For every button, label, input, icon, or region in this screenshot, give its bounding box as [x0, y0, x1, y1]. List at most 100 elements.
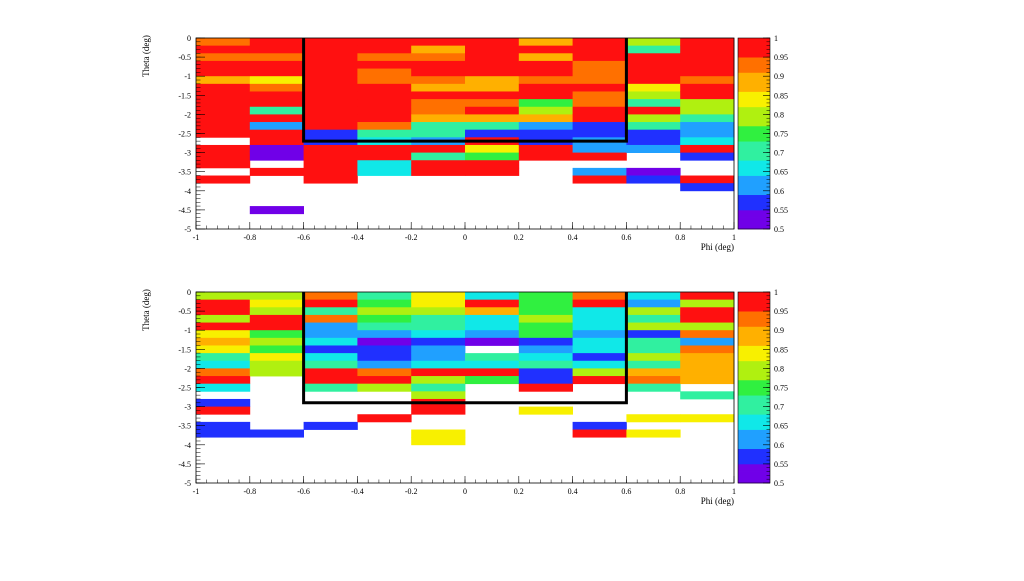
heatmap-cell	[357, 45, 412, 54]
color-scale-tick-label: 0.95	[774, 53, 788, 62]
heatmap-cell	[411, 76, 466, 85]
heatmap-cell	[249, 91, 304, 100]
heatmap-cell	[357, 106, 412, 115]
heatmap-cell	[572, 314, 627, 323]
heatmap-cell	[303, 360, 358, 369]
y-tick-label: -2	[184, 364, 191, 373]
heatmap-cell	[626, 99, 681, 108]
color-scale-step	[738, 190, 770, 196]
heatmap-cell	[303, 45, 358, 54]
heatmap-cell	[680, 376, 735, 385]
heatmap-cell	[357, 322, 412, 331]
y-axis-label: Theta (deg)	[141, 289, 151, 331]
heatmap-cell	[196, 292, 251, 301]
heatmap-cell	[249, 114, 304, 123]
color-scale-step	[738, 311, 770, 316]
heatmap-cell	[626, 60, 681, 69]
heatmap-cell	[357, 114, 412, 123]
heatmap-cell	[680, 60, 735, 69]
heatmap-cell	[465, 60, 520, 69]
heatmap-cell	[626, 322, 681, 331]
heatmap-cell	[626, 376, 681, 385]
heatmap-cell	[626, 129, 681, 138]
y-tick-label: -4	[184, 441, 191, 450]
y-tick-label: -0.5	[178, 307, 191, 316]
heatmap-cell	[357, 337, 412, 346]
heatmap-cell	[196, 314, 251, 323]
heatmap-cell	[303, 152, 358, 161]
heatmap-cell	[249, 83, 304, 92]
heatmap-cell	[249, 330, 304, 339]
heatmap-cell	[196, 45, 251, 54]
heatmap-cell	[196, 421, 251, 430]
color-scale-step	[738, 209, 770, 215]
heatmap-cell	[465, 337, 520, 346]
color-scale-step	[738, 391, 770, 396]
heatmap-cell	[303, 99, 358, 108]
heatmap-cell	[249, 152, 304, 161]
color-scale-step	[738, 144, 770, 150]
color-scale-step	[738, 114, 770, 119]
heatmap-cell	[572, 337, 627, 346]
color-scale-tick-label: 0.65	[774, 422, 788, 431]
color-scale-tick-label: 0.75	[774, 384, 788, 393]
heatmap-cell	[303, 383, 358, 392]
heatmap-cell	[680, 175, 735, 184]
heatmap-cell	[680, 314, 735, 323]
heatmap-cell	[411, 314, 466, 323]
heatmap-cell	[572, 429, 627, 438]
heatmap-cell	[303, 314, 358, 323]
heatmap-cell	[680, 368, 735, 377]
heatmap-cell	[626, 337, 681, 346]
selection-region-outline	[302, 292, 628, 405]
color-scale-step	[738, 326, 770, 331]
color-scale-step	[738, 418, 770, 423]
color-scale-step	[738, 364, 770, 369]
heatmap-cell	[465, 144, 520, 153]
heatmap-cell	[249, 345, 304, 354]
color-scale-step	[738, 345, 770, 350]
color-scale-step	[738, 414, 770, 419]
heatmap-cell	[303, 129, 358, 138]
color-scale-step	[738, 186, 770, 192]
heatmap-cell	[680, 137, 735, 146]
color-scale-step	[738, 307, 770, 312]
color-scale-tick-label: 0.5	[774, 479, 784, 488]
heatmap-cell	[572, 299, 627, 308]
heatmap-cell	[357, 83, 412, 92]
heatmap-cell	[518, 353, 573, 362]
heatmap-cell	[357, 129, 412, 138]
heatmap-cell	[518, 406, 573, 415]
heatmap-cell	[411, 99, 466, 108]
heatmap-cell	[626, 68, 681, 77]
heatmap-cell	[357, 122, 412, 131]
color-scale-step	[738, 202, 770, 207]
color-scale-step	[738, 425, 770, 430]
heatmap-cell	[518, 106, 573, 115]
color-scale-step	[738, 87, 770, 92]
heatmap-cell	[626, 360, 681, 369]
x-tick-label: -1	[193, 487, 200, 496]
heatmap-cell	[626, 353, 681, 362]
heatmap-cell	[411, 322, 466, 331]
heatmap-cell	[680, 337, 735, 346]
heatmap-cell	[572, 152, 627, 161]
heatmap-cell	[572, 38, 627, 47]
color-scale-step	[738, 164, 770, 169]
heatmap-cell	[357, 299, 412, 308]
color-scale-step	[738, 194, 770, 199]
color-scale-step	[738, 460, 770, 465]
heatmap-cell	[411, 292, 466, 301]
y-tick-label: -4.5	[178, 206, 191, 215]
heatmap-cell	[303, 122, 358, 131]
heatmap-cell	[196, 360, 251, 369]
x-tick-label: -0.8	[243, 487, 256, 496]
heatmap-cell	[249, 314, 304, 323]
color-scale-step	[738, 122, 770, 127]
heatmap-cell	[680, 53, 735, 62]
heatmap-cell	[196, 406, 251, 415]
color-scale-step	[738, 372, 770, 377]
color-scale-tick-label: 0.55	[774, 460, 788, 469]
heatmap-cell	[196, 330, 251, 339]
y-tick-label: -1	[184, 326, 191, 335]
